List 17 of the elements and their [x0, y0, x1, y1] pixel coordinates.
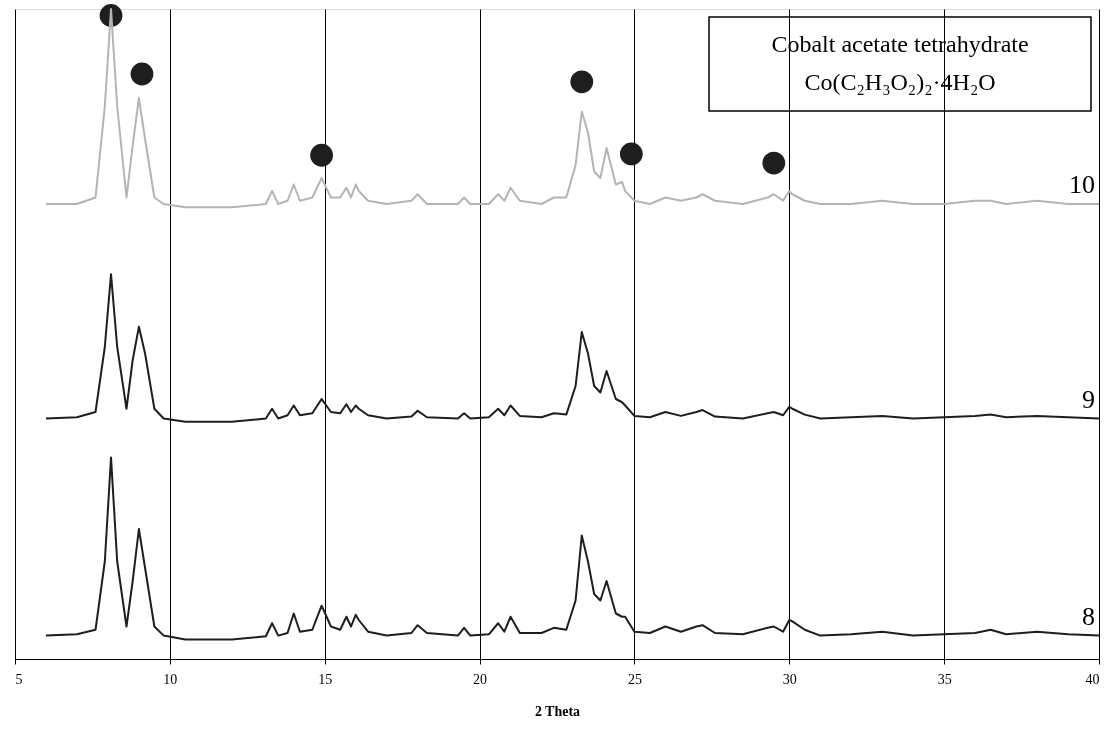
series-label: 10 — [1069, 170, 1095, 199]
point — [619, 142, 643, 166]
x-tick-label: 15 — [318, 671, 333, 687]
x-tick-label: 5 — [15, 671, 23, 687]
series-label: 9 — [1082, 384, 1095, 414]
x-tick-label: 35 — [937, 671, 952, 687]
point — [762, 151, 786, 175]
point — [310, 143, 334, 167]
x-tick-label: 30 — [782, 671, 797, 687]
series-label: 8 — [1082, 601, 1095, 631]
x-tick-label: 10 — [163, 671, 178, 687]
point — [130, 62, 154, 86]
point — [570, 70, 594, 94]
x-tick-label: 25 — [627, 671, 642, 687]
x-tick-label: 40 — [1085, 671, 1100, 687]
x-tick-label: 20 — [473, 671, 488, 687]
x-axis-title: 2 Theta — [534, 703, 581, 719]
